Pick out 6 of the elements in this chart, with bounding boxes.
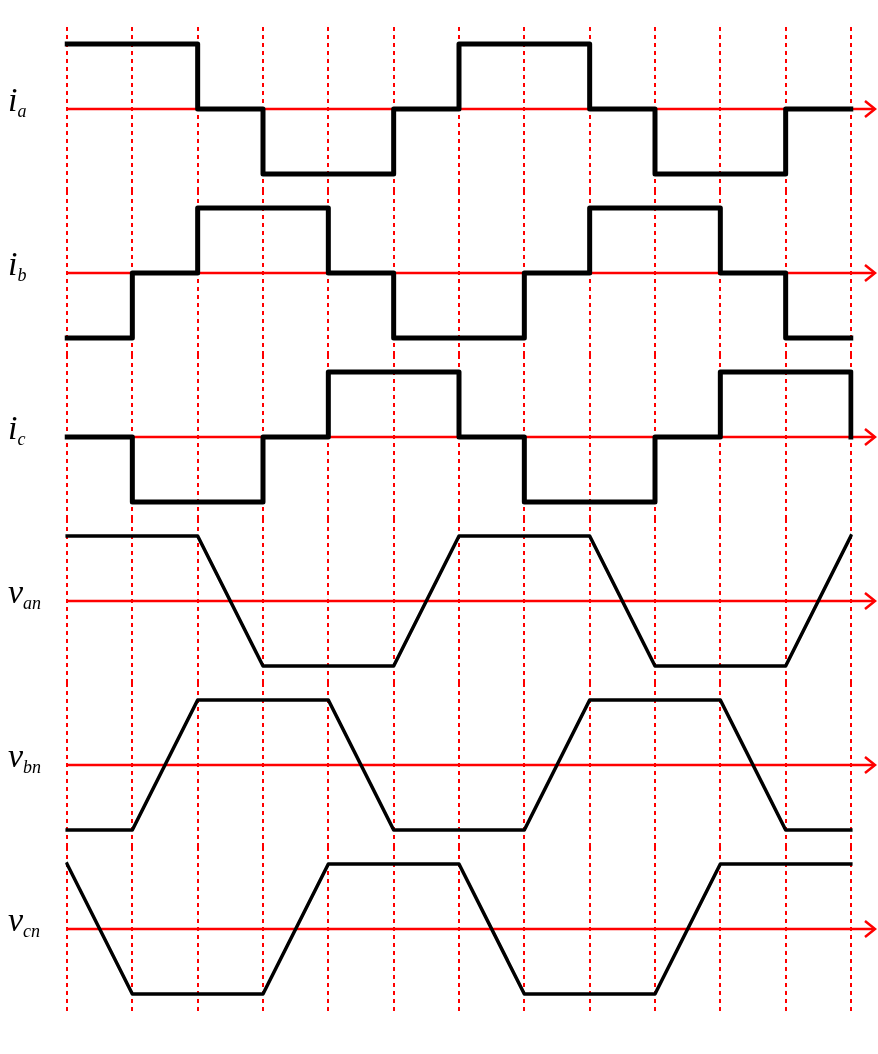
y-axis-title: i$_{b}$	[8, 245, 27, 285]
y-axis-title: i$_{c}$	[8, 409, 26, 449]
y-axis-title: i$_{a}$	[8, 81, 27, 121]
y-axis-title: v$_{an}$	[8, 573, 42, 613]
y-axis-title: v$_{cn}$	[8, 901, 41, 941]
y-axis-title: v$_{bn}$	[8, 737, 42, 777]
